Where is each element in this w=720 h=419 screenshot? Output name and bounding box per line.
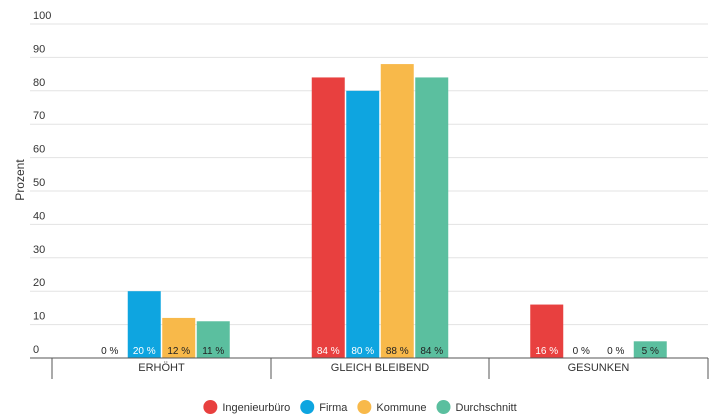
y-tick-label: 100 [33,10,51,22]
legend-marker [203,400,218,414]
y-axis-label: Prozent [13,159,27,201]
data-label: 88 % [386,346,409,357]
y-tick-label: 60 [33,144,45,156]
bar [633,341,667,358]
data-label: 16 % [535,346,558,357]
y-tick-label: 20 [33,277,45,289]
data-label: 84 % [317,346,340,357]
x-category-label: GLEICH BLEIBEND [331,362,429,374]
y-tick-label: 0 [33,344,39,356]
y-tick-label: 70 [33,110,45,122]
legend-label: Durchschnitt [456,402,517,414]
y-tick-label: 50 [33,177,45,189]
bar [415,77,449,358]
y-tick-label: 80 [33,77,45,89]
data-label: 0 % [101,346,118,357]
legend-label: Firma [319,402,348,414]
x-category-label: ERHÖHT [138,362,185,374]
bar [530,304,564,358]
y-tick-label: 40 [33,210,45,222]
data-label: 0 % [607,346,624,357]
y-tick-label: 10 [33,311,45,323]
bar [311,77,345,358]
data-label: 0 % [573,346,590,357]
legend-marker [357,400,372,414]
legend-label: Ingenieurbüro [222,402,290,414]
bar [346,90,380,359]
data-label: 5 % [642,346,659,357]
y-tick-label: 90 [33,43,45,55]
data-label: 80 % [351,346,374,357]
legend-marker [300,400,315,414]
bar [196,321,230,358]
data-label: 20 % [133,346,156,357]
bar [162,317,196,358]
legend-label: Kommune [376,402,426,414]
data-label: 84 % [420,346,443,357]
bar [127,291,161,358]
legend-marker [436,400,451,414]
y-tick-label: 30 [33,244,45,256]
data-label: 12 % [167,346,190,357]
x-category-label: GESUNKEN [568,362,630,374]
bar [380,64,414,358]
data-label: 11 % [202,346,224,357]
